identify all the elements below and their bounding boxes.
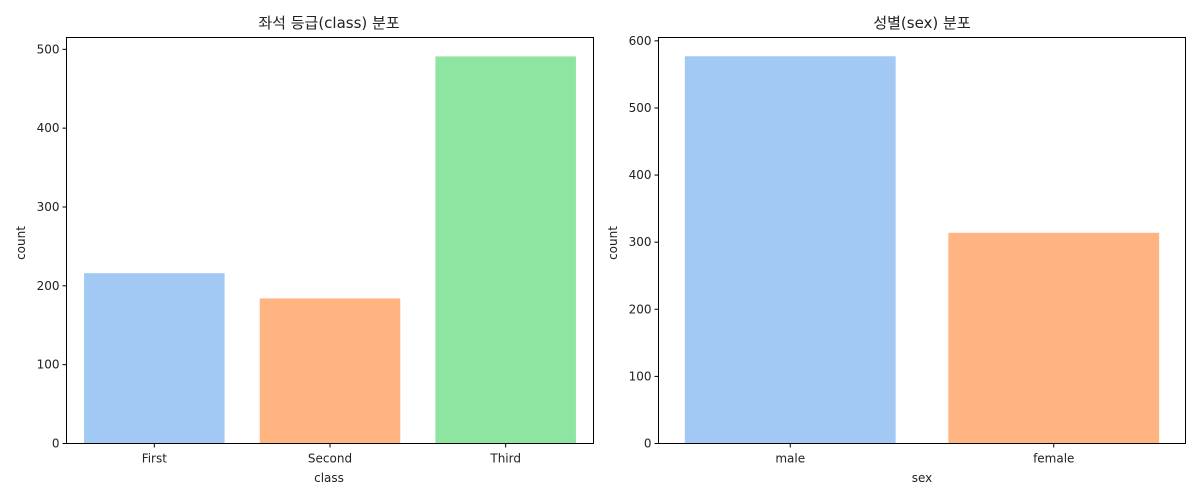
bar-second [259, 298, 401, 444]
x-tick-label: First [142, 452, 168, 466]
chart-title: 좌석 등급(class) 분포 [258, 14, 399, 32]
y-tick-label: 200 [37, 279, 60, 293]
x-ticks: male female [775, 443, 1074, 466]
x-axis-label: sex [912, 471, 933, 485]
y-tick-label: 300 [629, 235, 652, 249]
bar-female [948, 232, 1160, 444]
y-tick-label: 500 [629, 101, 652, 115]
y-tick-label: 200 [629, 302, 652, 316]
bar-male [684, 56, 896, 444]
y-axis-label: count [606, 226, 620, 260]
sex-distribution-chart: 성별(sex) 분포 sex count 0 100 200 300 400 500 600… [606, 14, 1186, 485]
chart-title: 성별(sex) 분포 [873, 14, 971, 32]
y-axis-label: count [14, 226, 28, 260]
x-axis-label: class [314, 471, 344, 485]
y-tick-label: 400 [37, 121, 60, 135]
x-ticks: First Second Third [142, 443, 521, 466]
y-ticks: 0 100 200 300 400 500 600 [629, 34, 659, 451]
y-tick-label: 0 [644, 437, 652, 451]
y-tick-label: 600 [629, 34, 652, 48]
x-tick-label: female [1033, 452, 1074, 466]
y-tick-label: 500 [37, 42, 60, 56]
y-tick-label: 100 [629, 369, 652, 383]
plot-frame [658, 37, 1186, 444]
class-distribution-chart: 좌석 등급(class) 분포 class count 0 100 200 300 40… [14, 14, 594, 485]
y-tick-label: 300 [37, 200, 60, 214]
bars [684, 56, 1160, 444]
y-ticks: 0 100 200 300 400 500 [37, 42, 67, 451]
bars [84, 56, 576, 444]
x-tick-label: Second [308, 452, 352, 466]
plot-frame [66, 37, 594, 444]
bar-third [435, 56, 576, 444]
y-tick-label: 100 [37, 358, 60, 372]
x-tick-label: Third [489, 452, 521, 466]
bar-first [84, 273, 225, 444]
y-tick-label: 400 [629, 168, 652, 182]
y-tick-label: 0 [52, 437, 60, 451]
x-tick-label: male [775, 452, 805, 466]
